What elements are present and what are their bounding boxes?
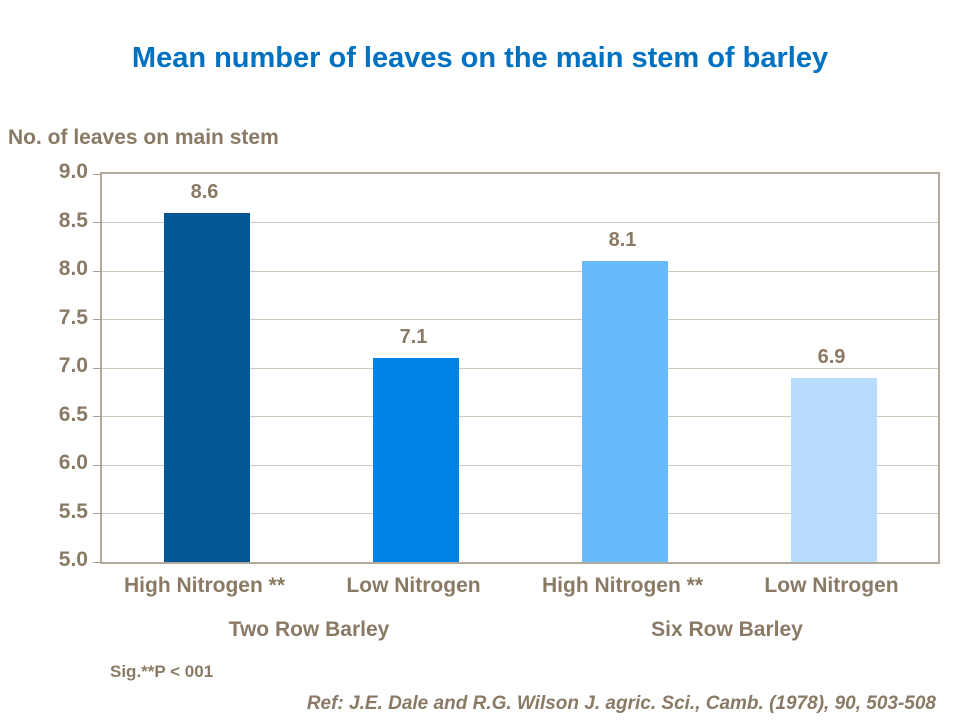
y-axis-tick	[93, 367, 101, 369]
gridline	[102, 222, 938, 223]
plot-area	[93, 172, 940, 564]
significance-note: Sig.**P < 001	[110, 662, 214, 681]
bar-low-nitrogen-3	[790, 377, 877, 562]
y-axis-tick	[93, 222, 101, 223]
category-label: Low Nitrogen	[346, 574, 481, 597]
y-axis-tick	[93, 270, 101, 272]
gridline	[102, 513, 938, 514]
y-tick-label: 6.5	[58, 402, 88, 426]
y-tick-label: 5.5	[58, 499, 88, 523]
chart-title: Mean number of leaves on the main stem o…	[131, 42, 829, 74]
bar-low-nitrogen-1	[372, 358, 459, 562]
y-axis-tick	[93, 561, 101, 563]
y-tick-label: 8.5	[58, 208, 88, 232]
y-axis-tick	[93, 173, 101, 175]
bar-value-label: 8.6	[190, 180, 219, 203]
gridline	[102, 367, 938, 369]
y-axis-tick	[93, 513, 101, 514]
y-axis-tick	[93, 416, 101, 417]
y-tick-label: 7.5	[58, 305, 88, 329]
y-axis-tick	[93, 319, 101, 320]
y-tick-label: 5.0	[58, 548, 88, 571]
group-label: Six Row Barley	[651, 618, 803, 641]
y-tick-label: 8.0	[58, 257, 88, 280]
gridline	[102, 464, 938, 466]
category-label: Low Nitrogen	[764, 574, 899, 597]
y-axis-tick	[93, 464, 101, 466]
category-label: High Nitrogen **	[542, 574, 703, 597]
bar-high-nitrogen-0	[163, 212, 250, 562]
bar-value-label: 6.9	[817, 345, 846, 368]
bar-value-label: 8.1	[608, 229, 637, 252]
y-axis-title: No. of leaves on main stem	[8, 126, 279, 149]
y-tick-label: 7.0	[58, 354, 88, 377]
gridline	[102, 416, 938, 417]
bar-value-label: 7.1	[399, 326, 428, 349]
gridline	[102, 270, 938, 272]
y-tick-label: 6.0	[58, 451, 88, 474]
reference-citation: Ref: J.E. Dale and R.G. Wilson J. agric.…	[306, 693, 936, 714]
gridline	[102, 319, 938, 320]
group-label: Two Row Barley	[228, 618, 390, 641]
y-tick-label: 9.0	[58, 160, 88, 183]
bar-high-nitrogen-2	[581, 261, 668, 562]
category-label: High Nitrogen **	[124, 574, 285, 597]
